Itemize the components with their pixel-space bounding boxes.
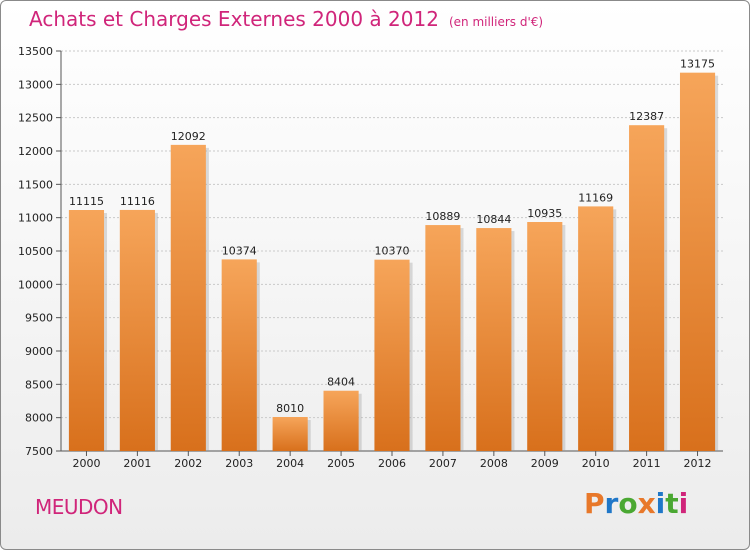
chart-subtitle: (en milliers d'€) xyxy=(448,15,544,29)
data-label: 10844 xyxy=(476,213,511,226)
data-label: 8404 xyxy=(327,376,355,389)
y-tick-label: 11500 xyxy=(18,178,53,191)
x-tick-label: 2001 xyxy=(123,457,151,470)
y-tick-label: 10000 xyxy=(18,278,53,291)
y-tick-label: 8000 xyxy=(25,412,53,425)
data-label: 13175 xyxy=(680,58,715,71)
bar xyxy=(425,225,461,451)
logo-letter: x xyxy=(637,487,656,520)
x-tick-label: 2008 xyxy=(480,457,508,470)
title-text: Achats et Charges Externes 2000 à 2012 xyxy=(29,7,439,31)
y-tick-label: 10500 xyxy=(18,245,53,258)
y-tick-label: 13000 xyxy=(18,78,53,91)
x-tick-label: 2006 xyxy=(378,457,406,470)
x-tick-label: 2000 xyxy=(72,457,100,470)
bar xyxy=(323,390,359,451)
proxiti-logo: Proxiti xyxy=(584,487,688,520)
bar xyxy=(221,259,257,451)
bar xyxy=(272,417,308,451)
y-tick-label: 9000 xyxy=(25,345,53,358)
data-label: 11169 xyxy=(578,191,613,204)
x-tick-label: 2003 xyxy=(225,457,253,470)
x-tick-label: 2011 xyxy=(633,457,661,470)
x-tick-label: 2004 xyxy=(276,457,304,470)
x-tick-label: 2005 xyxy=(327,457,355,470)
data-label: 11115 xyxy=(69,195,104,208)
bar xyxy=(476,228,512,451)
x-tick-label: 2007 xyxy=(429,457,457,470)
bar xyxy=(679,72,716,452)
data-label: 10374 xyxy=(222,244,257,257)
bar xyxy=(170,144,206,451)
bar xyxy=(119,209,155,451)
logo-letter: P xyxy=(584,487,605,520)
y-tick-label: 12000 xyxy=(18,145,53,158)
data-label: 10370 xyxy=(375,245,410,258)
logo-letter: o xyxy=(618,487,638,520)
y-tick-label: 9500 xyxy=(25,312,53,325)
y-tick-label: 11000 xyxy=(18,212,53,225)
bar xyxy=(578,206,614,451)
data-label: 11116 xyxy=(120,195,155,208)
x-tick-label: 2012 xyxy=(684,457,712,470)
logo-letter: r xyxy=(604,487,619,520)
bar xyxy=(374,259,410,451)
x-tick-label: 2002 xyxy=(174,457,202,470)
city-name: MEUDON xyxy=(35,495,123,519)
x-tick-label: 2009 xyxy=(531,457,559,470)
data-label: 10889 xyxy=(425,210,460,223)
data-label: 12387 xyxy=(629,110,664,123)
logo-letter: i xyxy=(655,487,666,520)
chart-title: Achats et Charges Externes 2000 à 2012 (e… xyxy=(29,7,543,31)
y-tick-label: 8500 xyxy=(25,378,53,391)
y-tick-label: 7500 xyxy=(25,445,53,458)
data-label: 10935 xyxy=(527,207,562,220)
data-label: 8010 xyxy=(276,402,304,415)
y-tick-label: 13500 xyxy=(18,45,53,58)
logo-letter: i xyxy=(678,487,689,520)
bar xyxy=(629,125,665,451)
x-tick-label: 2010 xyxy=(582,457,610,470)
y-tick-label: 12500 xyxy=(18,112,53,125)
bar xyxy=(527,222,563,451)
bar xyxy=(68,210,105,451)
logo-letter: t xyxy=(665,487,679,520)
data-label: 12092 xyxy=(171,130,206,143)
